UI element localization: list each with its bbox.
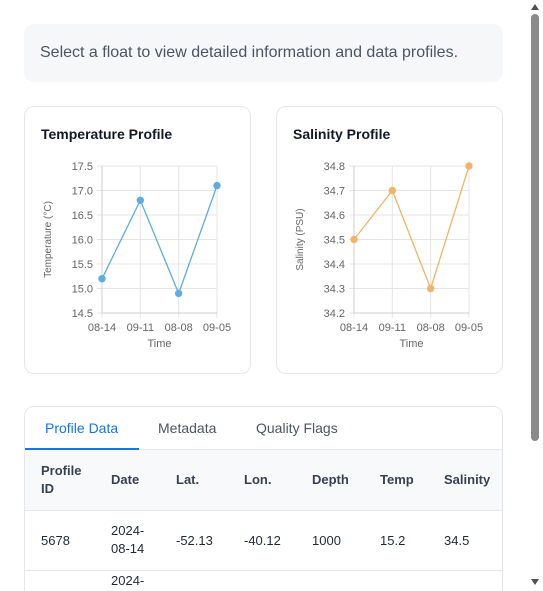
series-line [353, 165, 470, 291]
profile-data-table: Profile ID Date Lat. Lon. Depth Temp Sal… [25, 450, 502, 591]
tab-quality-flags[interactable]: Quality Flags [256, 420, 338, 436]
salinity-chart: 34.2 34.3 34.4 34.5 34.6 34.7 34.8 08-14 09-11 08… [295, 161, 483, 350]
header-date[interactable]: Date [111, 472, 140, 488]
scroll-up-arrow-icon[interactable] [531, 4, 539, 10]
cell-temp: 15.2 [380, 532, 406, 548]
scroll-down-arrow-icon[interactable] [531, 579, 539, 585]
cell-profile-id [25, 570, 95, 591]
x-tick-label: 09-11 [379, 322, 406, 334]
cell-profile-id: 5678 [41, 532, 70, 548]
info-message: Select a float to view detailed informat… [24, 24, 503, 82]
y-tick-label: 16.0 [72, 235, 93, 247]
x-tick-label: 08-14 [340, 322, 368, 334]
header-profile-id[interactable]: Profile ID [41, 462, 82, 496]
active-tab-indicator [25, 448, 139, 450]
tab-metadata[interactable]: Metadata [158, 420, 217, 436]
header-temp[interactable]: Temp [380, 472, 414, 488]
cell-depth: 1000 [312, 532, 341, 548]
y-tick-label: 34.4 [324, 259, 345, 271]
tab-bar: Profile Data Metadata Quality Flags [25, 407, 502, 450]
cell-salinity [428, 570, 502, 591]
cell-depth [296, 570, 364, 591]
table-header-row: Profile ID Date Lat. Lon. Depth Temp Sal… [25, 450, 502, 510]
data-point [213, 181, 221, 190]
y-tick-label: 17.0 [72, 186, 93, 198]
table-row[interactable]: 2024- [25, 570, 502, 591]
y-tick-label: 34.6 [324, 210, 345, 222]
tab-profile-data[interactable]: Profile Data [45, 420, 119, 436]
y-tick-label: 34.7 [324, 186, 345, 198]
header-salinity[interactable]: Salinity [444, 472, 491, 488]
y-tick-label: 34.2 [324, 308, 345, 320]
cell-lon [228, 570, 296, 591]
y-tick-label: 15.0 [72, 284, 93, 296]
data-point [98, 275, 106, 283]
x-tick-label: 08-08 [165, 322, 193, 334]
x-axis-label: Time [147, 338, 171, 350]
y-tick-label: 14.5 [72, 308, 93, 320]
temperature-chart-title: Temperature Profile [41, 126, 173, 142]
data-point [350, 235, 358, 244]
data-point [426, 284, 435, 293]
scrollbar-thumb[interactable] [531, 14, 539, 441]
x-tick-label: 09-11 [127, 322, 154, 334]
temperature-chart-card: 14.5 15.0 15.5 16.0 16.5 17.0 17.5 08-14 09-11 08… [24, 106, 251, 374]
data-point [465, 162, 473, 170]
x-axis-label: Time [399, 338, 423, 350]
y-tick-label: 34.8 [324, 161, 345, 173]
header-lon[interactable]: Lon. [244, 472, 272, 488]
header-depth[interactable]: Depth [312, 472, 349, 488]
cell-date: 2024- [111, 572, 145, 588]
x-tick-label: 08-14 [88, 322, 116, 334]
info-text: Select a float to view detailed informat… [40, 44, 459, 61]
cell-date: 2024-08-14 [111, 523, 145, 556]
series-line [101, 185, 218, 296]
x-tick-label: 09-05 [455, 322, 483, 334]
y-tick-label: 17.5 [72, 161, 93, 173]
cell-lat [160, 570, 228, 591]
y-tick-label: 34.5 [324, 235, 345, 247]
data-point [174, 289, 183, 298]
y-tick-label: 15.5 [72, 259, 93, 271]
table-row[interactable]: 5678 2024-08-14 -52.13 -40.12 1000 15.2 … [25, 510, 502, 570]
vertical-scrollbar[interactable] [528, 0, 543, 591]
salinity-chart-title: Salinity Profile [293, 126, 391, 142]
y-tick-label: 34.3 [324, 284, 345, 296]
header-lat[interactable]: Lat. [176, 472, 200, 488]
y-axis-label: Salinity (PSU) [295, 208, 306, 270]
x-tick-label: 09-05 [203, 322, 231, 334]
cell-salinity: 34.5 [444, 532, 470, 548]
temperature-chart: 14.5 15.0 15.5 16.0 16.5 17.0 17.5 08-14 09-11 08… [43, 161, 231, 350]
profile-data-card: Profile Data Metadata Quality Flags Prof… [24, 406, 503, 591]
cell-lat: -52.13 [176, 532, 213, 548]
salinity-chart-card: 34.2 34.3 34.4 34.5 34.6 34.7 34.8 08-14 09-11 08… [276, 106, 503, 374]
x-tick-label: 08-08 [417, 322, 445, 334]
y-axis-label: Temperature (°C) [43, 201, 54, 278]
y-tick-label: 16.5 [72, 210, 93, 222]
cell-temp [364, 570, 428, 591]
data-point [388, 186, 397, 195]
cell-lon: -40.12 [244, 532, 281, 548]
data-point [136, 196, 145, 205]
